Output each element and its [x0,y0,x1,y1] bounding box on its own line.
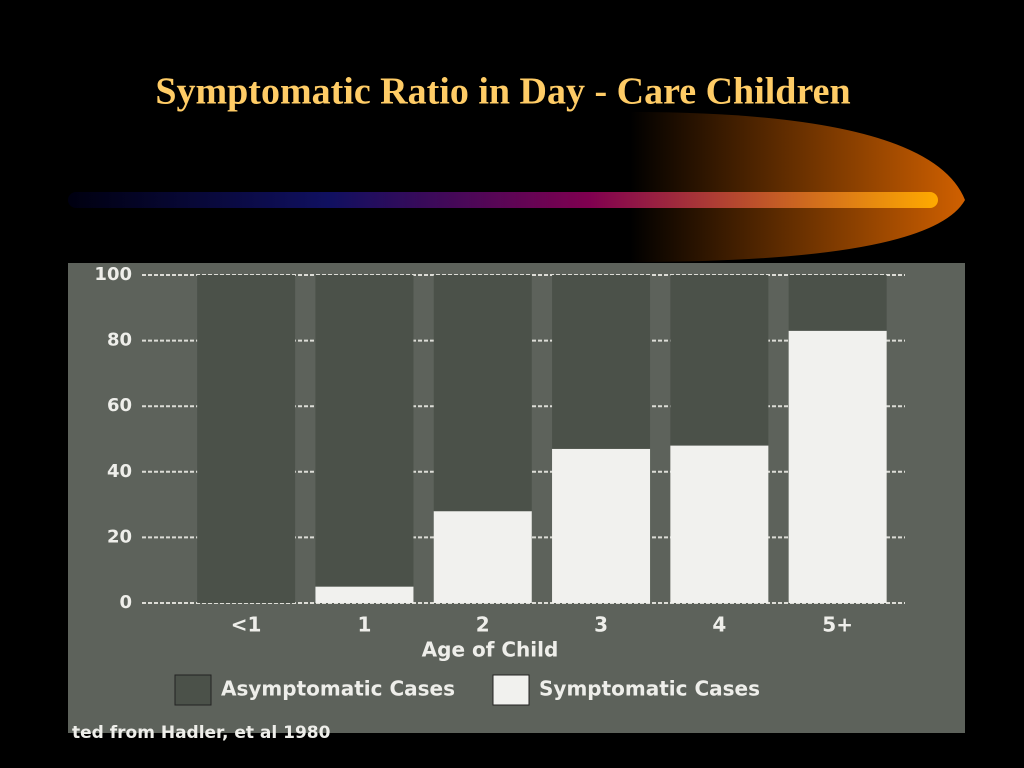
x-tick-label: 5+ [822,613,853,637]
bar-segment [197,275,296,603]
bar-segment [315,586,414,603]
chart-title: Symptomatic Ratio in Day - Care Children [155,71,850,113]
decor-line [68,192,938,208]
bar-segment [433,511,532,603]
legend-label: Symptomatic Cases [539,677,760,701]
legend-label: Asymptomatic Cases [221,677,455,701]
legend-swatch [492,674,530,706]
source-note: ted from Hadler, et al 1980 [72,723,331,743]
x-axis-title: Age of Child [422,638,559,662]
x-tick-label: 2 [476,613,490,637]
x-tick-label: 4 [712,613,726,637]
y-tick-label: 40 [107,461,132,482]
bar-segment [433,275,532,512]
y-tick-label: 80 [107,330,132,351]
x-tick-label: 3 [594,613,608,637]
bar-segment [552,275,651,449]
y-tick-label: 60 [107,395,132,416]
x-tick-label: <1 [231,613,262,637]
bar-segment [552,448,651,603]
y-tick-label: 100 [94,264,132,285]
bar-segment [788,330,887,603]
bar-segment [670,445,769,603]
legend-swatch [174,674,212,706]
bar-segment [788,275,887,331]
x-tick-label: 1 [357,613,371,637]
swoosh [630,112,965,262]
bar-segment [315,275,414,587]
y-tick-label: 0 [119,592,132,613]
y-tick-label: 20 [107,526,132,547]
bar-segment [670,275,769,446]
